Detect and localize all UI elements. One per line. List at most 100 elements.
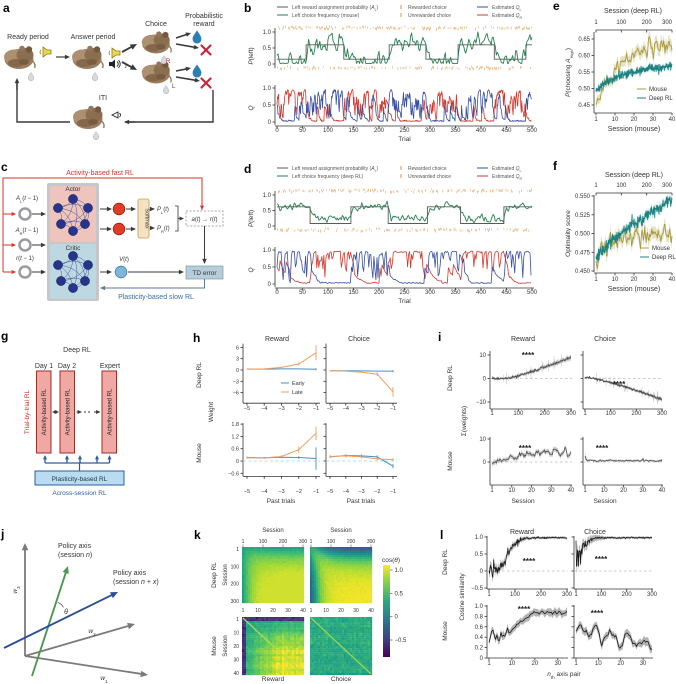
svg-text:300: 300 <box>662 20 673 26</box>
svg-text:10: 10 <box>255 608 261 614</box>
svg-text:1: 1 <box>487 661 491 667</box>
svg-text:Probabilistic: Probabilistic <box>185 13 223 20</box>
svg-text:50: 50 <box>299 128 306 134</box>
svg-text:Expert: Expert <box>100 363 120 370</box>
svg-text:****: **** <box>522 351 535 360</box>
svg-text:Critic: Critic <box>66 245 82 252</box>
svg-text:1: 1 <box>583 488 587 494</box>
svg-text:****: **** <box>595 555 608 564</box>
svg-text:1.0: 1.0 <box>263 248 272 254</box>
svg-text:200: 200 <box>279 539 288 545</box>
svg-text:100: 100 <box>510 592 521 598</box>
svg-text:Reward: Reward <box>510 529 534 536</box>
svg-text:0: 0 <box>275 128 279 134</box>
svg-text:****: **** <box>591 609 604 618</box>
svg-text:Activity-based RL: Activity-based RL <box>108 388 114 435</box>
svg-text:1.8: 1.8 <box>231 422 239 428</box>
svg-text:Q: Q <box>248 105 255 110</box>
svg-text:300: 300 <box>566 411 577 417</box>
svg-text:100: 100 <box>323 128 334 134</box>
svg-text:1: 1 <box>574 661 578 667</box>
svg-text:****: **** <box>519 444 532 453</box>
svg-text:1: 1 <box>594 183 598 189</box>
svg-text:l: l <box>440 528 443 542</box>
svg-text:20: 20 <box>532 661 539 667</box>
svg-text:Reward: Reward <box>265 336 289 343</box>
svg-text:Session (mouse): Session (mouse) <box>608 126 661 133</box>
svg-text:0.500: 0.500 <box>575 232 591 238</box>
svg-text:−5: −5 <box>244 489 250 495</box>
svg-text:1: 1 <box>310 539 313 545</box>
svg-text:1: 1 <box>490 411 494 417</box>
svg-text:Session (deep RL): Session (deep RL) <box>604 8 662 15</box>
svg-text:40: 40 <box>368 608 374 614</box>
svg-text:100: 100 <box>616 183 627 189</box>
svg-text:Estimated QL: Estimated QL <box>492 166 522 173</box>
svg-text:100: 100 <box>513 411 524 417</box>
svg-text:Mouse: Mouse <box>211 636 218 656</box>
svg-text:AR(t − 1): AR(t − 1) <box>15 228 39 236</box>
svg-text:1: 1 <box>583 411 587 417</box>
svg-text:Reward: Reward <box>262 676 285 683</box>
svg-text:20: 20 <box>270 608 276 614</box>
svg-text:w3: w3 <box>12 586 21 594</box>
svg-text:−1: −1 <box>390 489 396 495</box>
svg-text:Session: Session <box>593 498 617 505</box>
svg-text:−5: −5 <box>327 489 333 495</box>
svg-text:1.0: 1.0 <box>475 604 484 610</box>
svg-text:Deep RL: Deep RL <box>652 255 676 261</box>
svg-text:1.0: 1.0 <box>395 568 404 574</box>
svg-text:40: 40 <box>233 671 239 677</box>
svg-text:300: 300 <box>657 411 668 417</box>
svg-text:0: 0 <box>483 377 487 383</box>
svg-text:250: 250 <box>399 290 410 296</box>
svg-text:−4: −4 <box>261 489 267 495</box>
svg-text:350: 350 <box>450 290 461 296</box>
svg-text:Late: Late <box>292 390 303 396</box>
svg-text:w2: w2 <box>88 628 96 637</box>
svg-text:Cosine similarity: Cosine similarity <box>459 573 466 621</box>
svg-text:−2: −2 <box>374 489 380 495</box>
svg-text:30: 30 <box>650 117 657 123</box>
svg-text:200: 200 <box>631 411 642 417</box>
svg-text:−3: −3 <box>278 406 284 412</box>
svg-text:300: 300 <box>647 592 658 598</box>
svg-text:Rewarded choice: Rewarded choice <box>408 5 447 11</box>
svg-text:100: 100 <box>606 411 617 417</box>
svg-text:40: 40 <box>300 608 306 614</box>
svg-text:Mouse: Mouse <box>442 621 449 641</box>
svg-text:100: 100 <box>327 539 336 545</box>
svg-text:300: 300 <box>425 128 436 134</box>
svg-text:Mouse: Mouse <box>447 451 454 471</box>
svg-text:−1: −1 <box>313 406 319 412</box>
svg-text:1: 1 <box>594 20 598 26</box>
svg-text:1.0: 1.0 <box>263 193 272 199</box>
svg-text:a(t) → r(t): a(t) → r(t) <box>191 217 217 223</box>
svg-text:θ: θ <box>64 609 68 616</box>
svg-text:30: 30 <box>233 658 239 664</box>
svg-text:−10: −10 <box>476 400 487 406</box>
svg-text:Weight: Weight <box>208 402 215 422</box>
svg-text:20: 20 <box>528 488 535 494</box>
svg-text:1.2: 1.2 <box>231 434 239 440</box>
svg-text:300: 300 <box>662 183 673 189</box>
svg-text:100: 100 <box>596 592 607 598</box>
svg-text:TD error: TD error <box>192 270 217 277</box>
svg-text:200: 200 <box>374 290 385 296</box>
svg-text:Optimality score: Optimality score <box>565 210 572 257</box>
svg-text:nth axis pair: nth axis pair <box>547 671 581 680</box>
svg-text:20: 20 <box>631 277 638 283</box>
svg-text:****: **** <box>596 444 609 453</box>
svg-text:10: 10 <box>601 488 608 494</box>
svg-text:30: 30 <box>650 277 657 283</box>
svg-text:−3: −3 <box>278 489 284 495</box>
svg-text:0.475: 0.475 <box>575 250 591 256</box>
svg-text:r(t − 1): r(t − 1) <box>16 256 34 262</box>
svg-text:10: 10 <box>612 117 619 123</box>
svg-text:50: 50 <box>299 290 306 296</box>
svg-text:0.5: 0.5 <box>395 591 404 597</box>
svg-text:40: 40 <box>669 277 676 283</box>
svg-text:450: 450 <box>501 290 512 296</box>
svg-text:0: 0 <box>480 569 484 575</box>
svg-text:Rewarded choice: Rewarded choice <box>408 166 447 172</box>
